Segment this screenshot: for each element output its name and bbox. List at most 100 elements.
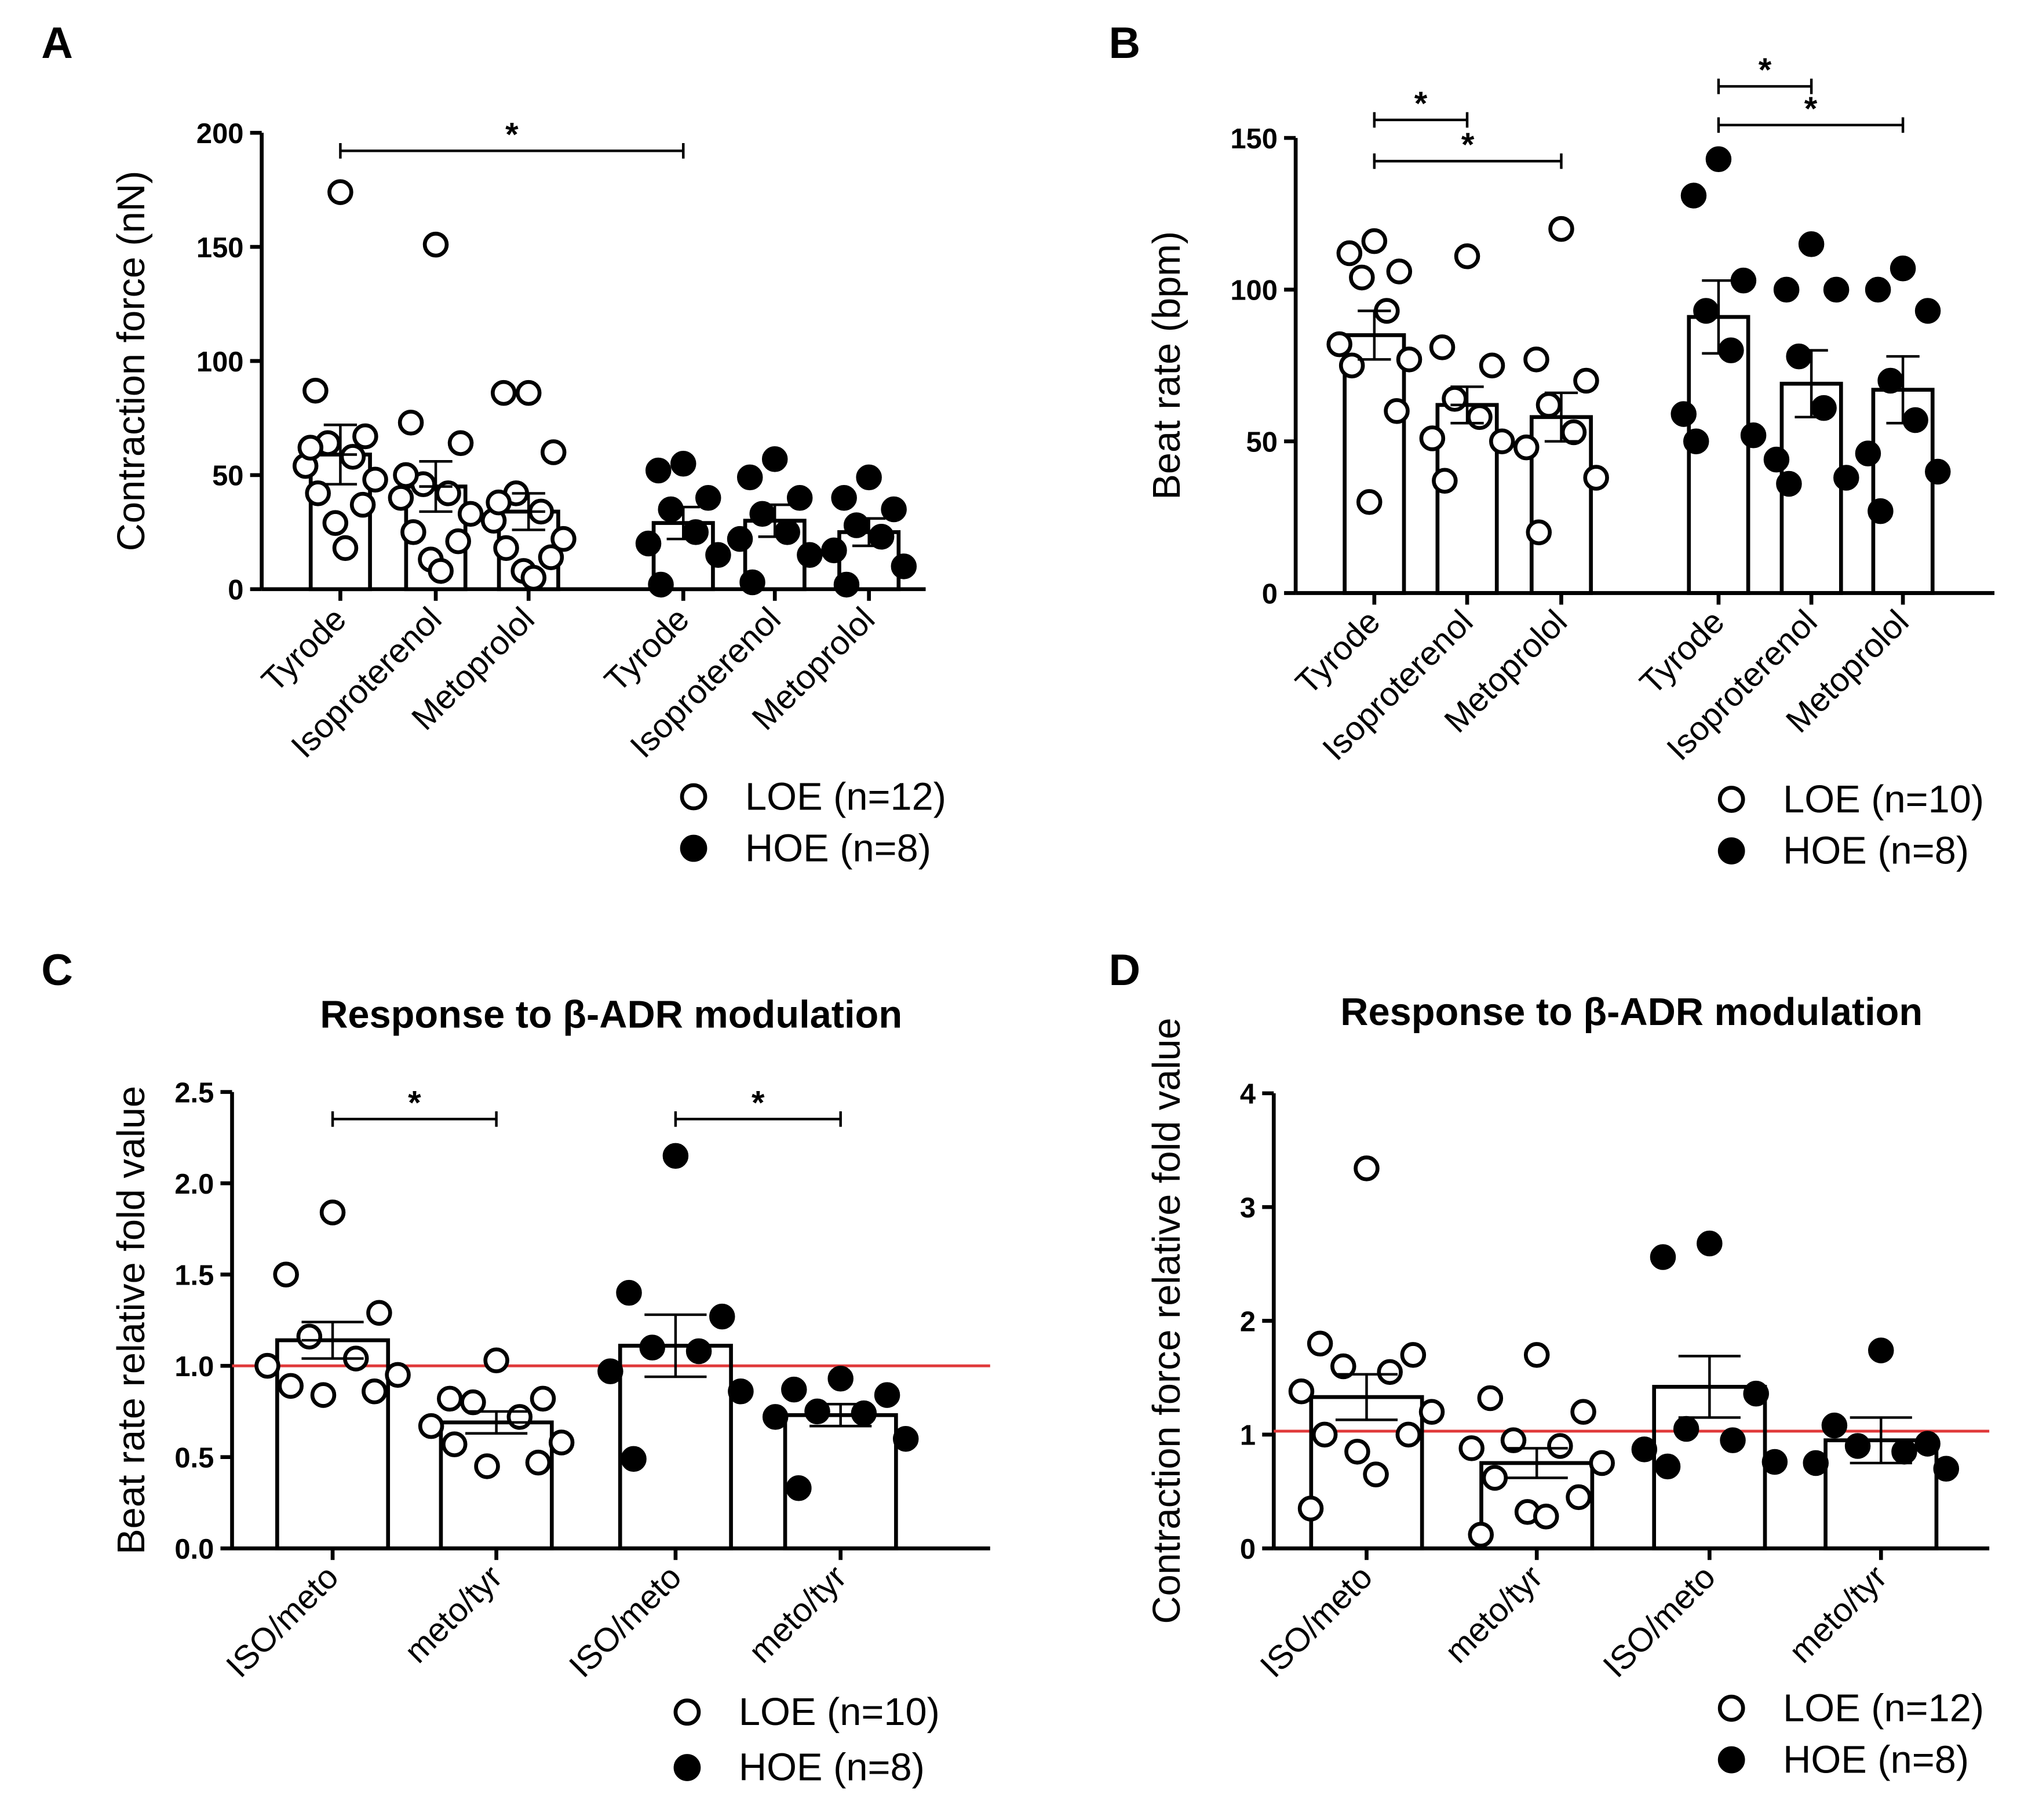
data-point-loe: [437, 1385, 463, 1412]
legend-marker-loe: [673, 1698, 701, 1726]
data-point-hoe: [662, 1143, 689, 1169]
data-point-loe: [254, 1352, 280, 1379]
data-point-loe: [428, 558, 454, 584]
data-point-hoe: [685, 1338, 712, 1365]
data-point-loe: [1336, 240, 1363, 267]
data-point-loe: [352, 423, 378, 450]
data-point-loe: [540, 439, 567, 465]
data-point-loe: [1429, 334, 1456, 360]
data-point-hoe: [786, 1475, 812, 1501]
data-point-loe: [418, 1413, 444, 1439]
data-point-hoe: [1914, 298, 1941, 324]
data-point-loe: [506, 1404, 533, 1430]
significance-label: *: [1804, 90, 1818, 127]
data-point-loe: [491, 380, 517, 406]
data-point-loe: [1454, 243, 1480, 269]
data-point-hoe: [1773, 276, 1800, 303]
data-point-loe: [538, 544, 564, 570]
data-point-hoe: [1823, 276, 1850, 303]
y-tick-label: 2.0: [174, 1169, 214, 1200]
data-point-loe: [1356, 489, 1383, 515]
data-point-loe: [1386, 258, 1413, 285]
data-point-loe: [486, 489, 512, 516]
data-point-hoe: [1891, 1439, 1917, 1465]
y-axis-label: Contraction force (nN): [110, 171, 153, 552]
data-point-loe: [520, 564, 547, 591]
y-tick-label: 0: [228, 575, 243, 606]
data-point-hoe: [1761, 1449, 1788, 1475]
data-point-loe: [1330, 1353, 1356, 1380]
data-point-loe: [296, 1323, 323, 1350]
data-point-loe: [1384, 398, 1410, 424]
data-point-loe: [1363, 1461, 1389, 1487]
y-axis-label: Contraction force relative fold value: [1146, 1017, 1188, 1624]
data-point-loe: [1479, 352, 1505, 379]
data-point-loe: [332, 535, 359, 561]
data-point-hoe: [639, 1334, 665, 1361]
data-point-loe: [1311, 1421, 1338, 1448]
data-point-loe: [1288, 1378, 1315, 1405]
data-point-loe: [1523, 1342, 1550, 1368]
data-point-hoe: [781, 1376, 807, 1403]
data-point-hoe: [709, 1303, 735, 1330]
data-point-loe: [1482, 1465, 1508, 1491]
data-point-loe: [1297, 1496, 1324, 1522]
data-point-loe: [1395, 1421, 1422, 1448]
data-point-loe: [310, 1382, 337, 1408]
data-point-hoe: [1868, 498, 1894, 524]
y-axis-label: Beat rate relative fold value: [110, 1086, 153, 1555]
data-point-loe: [1547, 1433, 1573, 1459]
data-point-loe: [366, 1300, 392, 1326]
y-tick-label: 0.0: [174, 1534, 214, 1565]
legend-marker-hoe: [1717, 1746, 1745, 1774]
data-point-loe: [349, 491, 376, 518]
data-point-hoe: [1844, 1433, 1871, 1459]
data-point-loe: [1326, 331, 1352, 358]
data-point-loe: [1458, 1435, 1485, 1461]
data-point-hoe: [1730, 267, 1757, 294]
data-point-loe: [1560, 419, 1587, 446]
data-point-loe: [1500, 1427, 1527, 1453]
data-point-loe: [422, 231, 449, 258]
chart-title: Response to β-ADR modulation: [1340, 991, 1923, 1034]
data-point-hoe: [1718, 337, 1744, 363]
data-point-hoe: [843, 512, 870, 538]
data-point-hoe: [1683, 428, 1709, 454]
data-point-hoe: [1933, 1456, 1960, 1482]
significance-label: *: [505, 116, 519, 153]
data-point-loe: [340, 444, 366, 470]
data-point-hoe: [635, 530, 662, 557]
data-point-loe: [397, 410, 424, 436]
data-point-hoe: [1877, 367, 1903, 394]
data-point-loe: [1354, 1155, 1380, 1181]
y-tick-label: 4: [1240, 1079, 1256, 1110]
data-point-hoe: [1890, 255, 1916, 282]
data-point-hoe: [804, 1398, 830, 1425]
data-point-loe: [1589, 1450, 1615, 1476]
data-point-loe: [1442, 386, 1468, 412]
data-point-hoe: [1914, 1431, 1941, 1457]
data-point-loe: [445, 528, 471, 555]
data-point-hoe: [739, 569, 765, 596]
data-point-hoe: [658, 496, 684, 523]
data-point-hoe: [645, 457, 672, 484]
data-point-hoe: [1654, 1453, 1681, 1480]
data-point-hoe: [761, 446, 788, 472]
data-point-loe: [278, 1373, 304, 1399]
legend-label: LOE (n=10): [739, 1691, 940, 1734]
legend-label: HOE (n=8): [1783, 830, 1969, 873]
data-point-hoe: [695, 485, 721, 511]
data-point-hoe: [874, 1382, 900, 1408]
legend-label: LOE (n=10): [1783, 778, 1984, 821]
y-tick-label: 150: [196, 232, 244, 264]
data-point-hoe: [1671, 401, 1697, 427]
data-point-hoe: [1673, 1416, 1699, 1442]
data-point-loe: [327, 179, 353, 205]
data-point-loe: [1307, 1330, 1333, 1357]
data-point-hoe: [1868, 1337, 1894, 1363]
panel-label: A: [41, 19, 73, 68]
y-tick-label: 50: [212, 461, 243, 492]
legend-marker-loe: [1717, 786, 1745, 813]
legend-label: LOE (n=12): [745, 775, 946, 818]
y-tick-label: 1.0: [174, 1351, 214, 1383]
